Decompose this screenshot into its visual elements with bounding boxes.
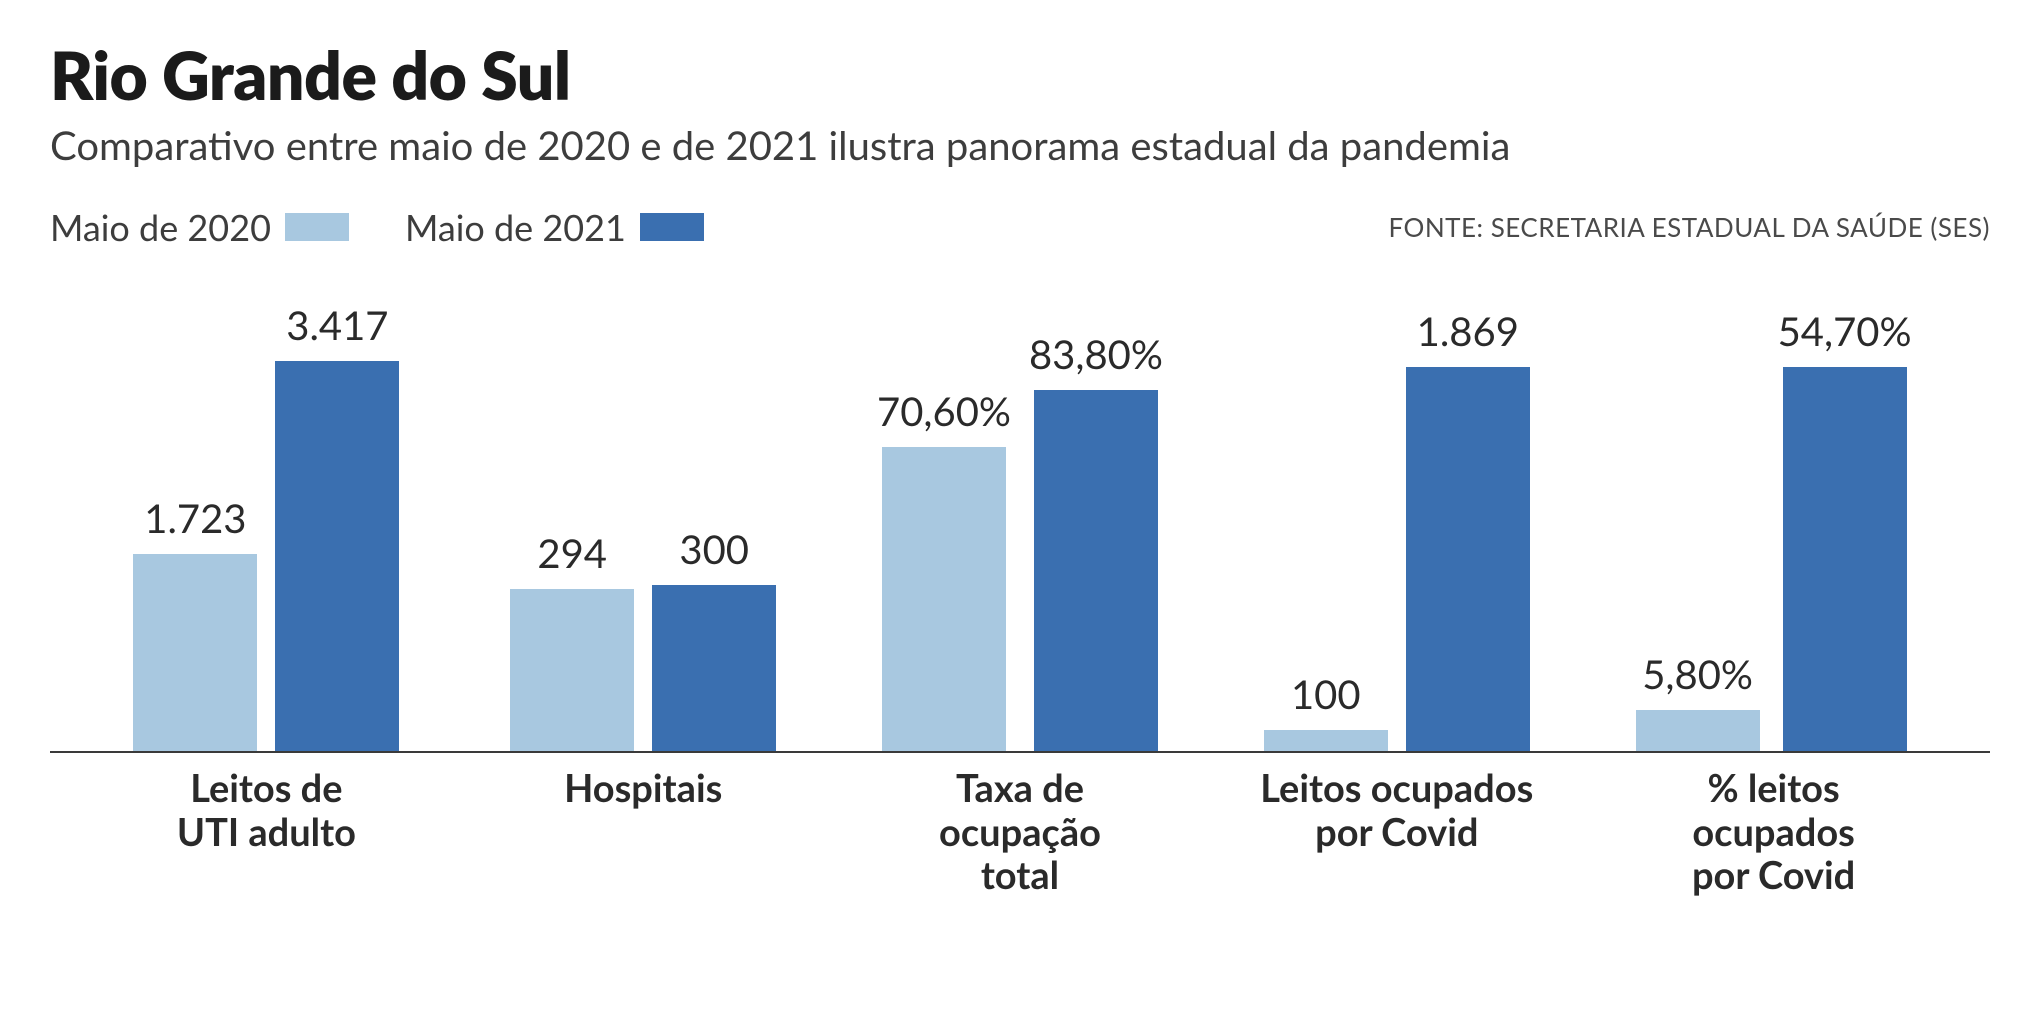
bar-2021-col: 1.869 [1406, 307, 1530, 751]
x-axis-label: % leitos ocupados por Covid [1585, 767, 1962, 898]
bar-pair: 100 1.869 [1264, 307, 1530, 751]
chart: 1.723 3.417 294 300 70,60% 83,80% 100 1.869 5,80… [50, 283, 1990, 898]
legend-swatch-2021 [640, 213, 704, 241]
bar-2021 [275, 361, 399, 751]
chart-source: FONTE: SECRETARIA ESTADUAL DA SAÚDE (SES… [1388, 211, 1990, 243]
chart-subtitle: Comparativo entre maio de 2020 e de 2021… [50, 121, 1990, 169]
chart-plot: 1.723 3.417 294 300 70,60% 83,80% 100 1.869 5,80… [50, 283, 1990, 753]
x-axis-label: Leitos de UTI adulto [78, 767, 455, 898]
bar-value-label: 1.869 [1417, 307, 1519, 355]
bar-value-label: 5,80% [1642, 650, 1753, 698]
bar-value-label: 83,80% [1029, 330, 1163, 378]
bar-group: 294 300 [455, 525, 832, 751]
bar-2021-col: 83,80% [1029, 330, 1163, 751]
bar-2021 [1406, 367, 1530, 751]
bar-2020 [510, 589, 634, 751]
bar-2020-col: 294 [510, 529, 634, 751]
legend-item-2020: Maio de 2020 [50, 205, 349, 249]
chart-xlabels: Leitos de UTI adultoHospitaisTaxa de ocu… [50, 767, 1990, 898]
bar-2020 [1264, 730, 1388, 751]
legend-row: Maio de 2020 Maio de 2021 FONTE: SECRETA… [50, 205, 1990, 249]
bar-value-label: 70,60% [877, 387, 1011, 435]
legend: Maio de 2020 Maio de 2021 [50, 205, 704, 249]
bar-group: 100 1.869 [1208, 307, 1585, 751]
bar-2021-col: 54,70% [1778, 307, 1912, 751]
bar-value-label: 294 [537, 529, 607, 577]
bar-pair: 70,60% 83,80% [877, 330, 1163, 751]
bar-group: 5,80% 54,70% [1585, 307, 1962, 751]
bar-2021 [652, 585, 776, 751]
bar-group: 1.723 3.417 [78, 301, 455, 751]
bar-pair: 1.723 3.417 [133, 301, 399, 751]
bar-value-label: 100 [1291, 670, 1361, 718]
legend-label-2020: Maio de 2020 [50, 205, 271, 249]
bar-pair: 5,80% 54,70% [1636, 307, 1912, 751]
bar-2021-col: 3.417 [275, 301, 399, 751]
bar-2020-col: 100 [1264, 670, 1388, 751]
bar-2021 [1034, 390, 1158, 751]
bar-2020 [882, 447, 1006, 751]
bar-value-label: 1.723 [144, 494, 246, 542]
x-axis-label: Taxa de ocupação total [832, 767, 1209, 898]
x-axis-label: Hospitais [455, 767, 832, 898]
bar-value-label: 3.417 [286, 301, 388, 349]
bar-2020-col: 5,80% [1636, 650, 1760, 751]
bar-2020 [1636, 710, 1760, 751]
x-axis-label: Leitos ocupados por Covid [1208, 767, 1585, 898]
bar-2021 [1783, 367, 1907, 751]
legend-swatch-2020 [285, 213, 349, 241]
bar-2021-col: 300 [652, 525, 776, 751]
bar-2020 [133, 554, 257, 751]
bar-2020-col: 70,60% [877, 387, 1011, 751]
bar-2020-col: 1.723 [133, 494, 257, 751]
chart-title: Rio Grande do Sul [50, 36, 1990, 115]
legend-label-2021: Maio de 2021 [405, 205, 626, 249]
bar-value-label: 300 [679, 525, 749, 573]
bar-value-label: 54,70% [1778, 307, 1912, 355]
bar-group: 70,60% 83,80% [832, 330, 1209, 751]
legend-item-2021: Maio de 2021 [405, 205, 704, 249]
bar-pair: 294 300 [510, 525, 776, 751]
